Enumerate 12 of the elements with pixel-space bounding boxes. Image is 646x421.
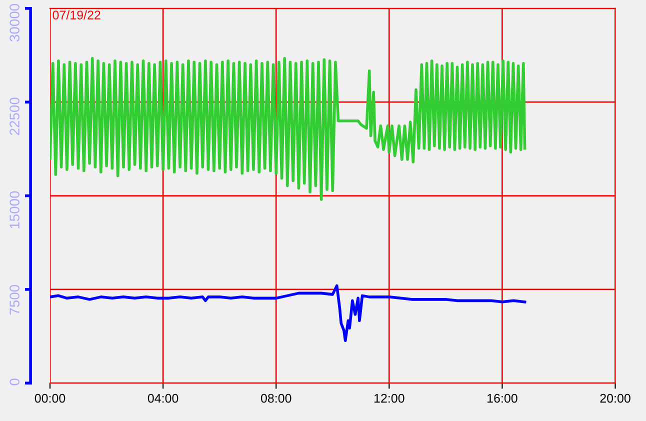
x-tick-label: 04:00 bbox=[148, 394, 178, 403]
x-tick-label: 08:00 bbox=[260, 394, 292, 403]
y-tick-label: 7500 bbox=[10, 284, 20, 315]
y-tick-label: 0 bbox=[10, 378, 20, 386]
x-tick-label: 20:00 bbox=[600, 394, 630, 403]
y-tick-label: 15000 bbox=[10, 191, 20, 228]
y-tick-label: 30000 bbox=[10, 4, 20, 42]
annotation: 07/19/22 bbox=[52, 10, 100, 20]
x-tick-label: 00:00 bbox=[34, 394, 66, 403]
y-tick-label: 22500 bbox=[10, 98, 20, 135]
x-tick-label: 16:00 bbox=[488, 394, 518, 403]
x-tick-label: 12:00 bbox=[374, 394, 404, 403]
